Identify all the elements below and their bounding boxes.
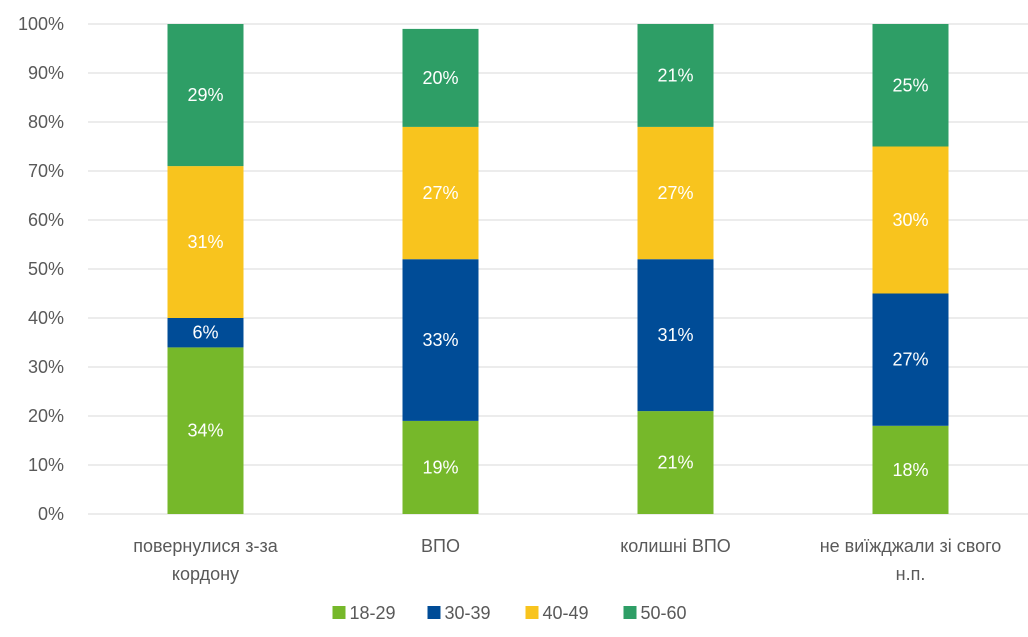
bar-segment-40-49 — [637, 126, 714, 260]
data-label: 29% — [187, 85, 223, 105]
y-tick-label: 50% — [28, 259, 64, 279]
y-tick-label: 100% — [18, 14, 64, 34]
legend-swatch-40-49 — [525, 606, 539, 619]
bar-segment-18-29 — [637, 411, 714, 514]
data-label: 21% — [657, 65, 693, 85]
bar-segment-18-29 — [872, 425, 949, 514]
data-label: 21% — [657, 453, 693, 473]
data-label: 25% — [892, 75, 928, 95]
y-tick-label: 0% — [38, 504, 64, 524]
y-axis-ticks: 0% 10% 20% 30% 40% 50% 60% 70% 80% 90% 100% — [18, 14, 64, 524]
bar-segment-18-29 — [167, 347, 244, 514]
data-label: 31% — [187, 232, 223, 252]
bar-segment-30-39 — [402, 259, 479, 421]
gridlines — [88, 23, 1028, 515]
bar-segment-50-60 — [637, 24, 714, 127]
y-tick-label: 40% — [28, 308, 64, 328]
data-label: 6% — [192, 323, 218, 343]
y-tick-label: 10% — [28, 455, 64, 475]
legend-swatch-50-60 — [623, 606, 637, 619]
y-tick-label: 80% — [28, 112, 64, 132]
x-category-label: повернулися з-за — [133, 536, 278, 556]
data-label: 18% — [892, 460, 928, 480]
legend: 18-29 30-39 40-49 50-60 — [332, 603, 687, 623]
bar-segment-30-39 — [167, 318, 244, 348]
data-label: 19% — [422, 457, 458, 477]
bars: повернулися з-за кордону ВПО колишні ВПО не … — [133, 24, 1001, 584]
data-label: 27% — [657, 183, 693, 203]
data-label: 27% — [422, 183, 458, 203]
x-category-label: кордону — [172, 564, 239, 584]
data-label: 34% — [187, 421, 223, 441]
bar-segment-18-29 — [402, 420, 479, 514]
bar-segment-40-49 — [167, 166, 244, 318]
x-category-label: колишні ВПО — [620, 536, 731, 556]
data-label: 30% — [892, 210, 928, 230]
bar-segment-40-49 — [402, 126, 479, 260]
bar-segment-30-39 — [637, 259, 714, 412]
x-category-label: не виїжджали зі свого — [820, 536, 1002, 556]
data-label: 31% — [657, 325, 693, 345]
data-label: 33% — [422, 330, 458, 350]
bar-segment-30-39 — [872, 293, 949, 426]
y-tick-label: 20% — [28, 406, 64, 426]
bar-segment-50-60 — [402, 28, 479, 127]
legend-label: 18-29 — [350, 603, 396, 623]
data-label: 27% — [892, 350, 928, 370]
data-labels: 34% 6% 31% 29% 19% 33% 27% 20% 21% 31% 27% 21% 18% 27… — [187, 65, 928, 479]
x-category-label: н.п. — [896, 564, 926, 584]
y-tick-label: 70% — [28, 161, 64, 181]
legend-swatch-18-29 — [332, 606, 346, 619]
y-tick-label: 90% — [28, 63, 64, 83]
y-tick-label: 30% — [28, 357, 64, 377]
legend-swatch-30-39 — [427, 606, 441, 619]
data-label: 20% — [422, 68, 458, 88]
x-category-label: ВПО — [421, 536, 460, 556]
bar-segment-50-60 — [167, 24, 244, 167]
legend-label: 30-39 — [445, 603, 491, 623]
legend-label: 50-60 — [641, 603, 687, 623]
bar-segment-40-49 — [872, 146, 949, 294]
bar-segment-50-60 — [872, 24, 949, 147]
legend-label: 40-49 — [543, 603, 589, 623]
y-tick-label: 60% — [28, 210, 64, 230]
